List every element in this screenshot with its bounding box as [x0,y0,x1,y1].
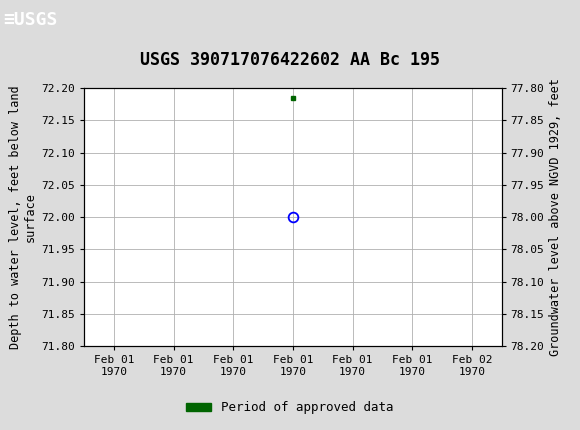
Text: ≡USGS: ≡USGS [3,12,57,29]
Legend: Period of approved data: Period of approved data [181,396,399,419]
Y-axis label: Groundwater level above NGVD 1929, feet: Groundwater level above NGVD 1929, feet [549,78,561,356]
Y-axis label: Depth to water level, feet below land
surface: Depth to water level, feet below land su… [9,85,37,349]
Text: USGS 390717076422602 AA Bc 195: USGS 390717076422602 AA Bc 195 [140,51,440,69]
